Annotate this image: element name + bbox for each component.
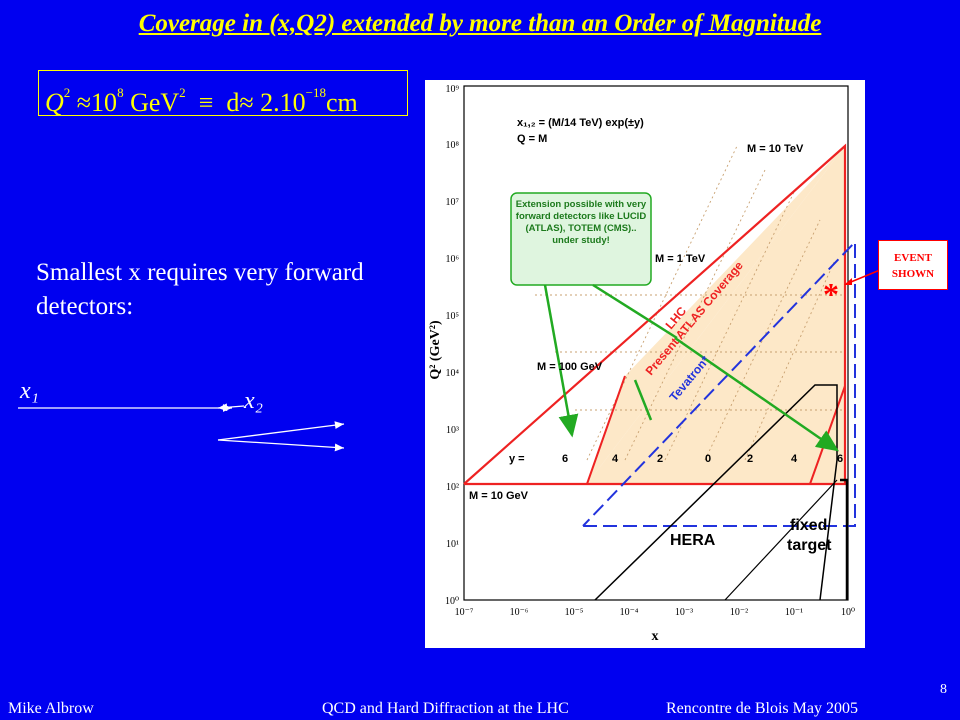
x-tick-5: 10⁻² <box>730 607 748 618</box>
rapidity-label-4b: 4 <box>791 453 798 465</box>
rapidity-label-2b: 2 <box>747 453 753 465</box>
lhc-lowx-edge <box>586 375 626 485</box>
event-star-marker: * <box>823 276 839 312</box>
mass-label-10gev: M = 10 GeV <box>469 490 529 502</box>
rapidity-label-4a: 4 <box>612 453 619 465</box>
x-ticks: 10⁻⁷ 10⁻⁶ 10⁻⁵ 10⁻⁴ 10⁻³ 10⁻² 10⁻¹ 10⁰ <box>455 607 855 618</box>
resolution-formula: Q2 ≈108 GeV2 ≡ d≈ 2.10−18cm <box>38 70 408 117</box>
legend-line-1: x₁,₂ = (M/14 TeV) exp(±y) <box>517 117 644 129</box>
rapidity-labels: y = 6 4 2 0 2 4 6 <box>509 453 843 465</box>
hera-inner-line <box>724 479 838 601</box>
formula-exponent-minus-18: −18 <box>305 85 326 100</box>
rapidity-lines <box>535 145 845 461</box>
y-ticks: 10⁰ 10¹ 10² 10³ 10⁴ 10⁵ 10⁶ 10⁷ 10⁸ 10⁹ <box>445 84 460 607</box>
footer-talk-title: QCD and Hard Diffraction at the LHC <box>322 700 569 717</box>
y-tick-9: 10⁹ <box>446 84 460 95</box>
x-tick-7: 10⁰ <box>841 607 855 618</box>
y-tick-4: 10⁴ <box>446 368 460 379</box>
formula-gev-exponent: 2 <box>179 85 186 100</box>
callout-line-1: EVENT <box>894 252 932 264</box>
rapidity-label-0: 0 <box>705 453 711 465</box>
lhc-boundary <box>463 143 847 486</box>
y-tick-8: 10⁸ <box>446 140 460 151</box>
formula-q-exponent: 2 <box>63 85 71 100</box>
x-axis-label: x <box>652 629 659 644</box>
page-number: 8 <box>940 682 947 697</box>
hera-boundary <box>594 384 838 601</box>
y-tick-1: 10¹ <box>446 539 459 550</box>
formula-exponent-8: 8 <box>117 85 124 100</box>
kinematics-sketch: x₁ x₂ <box>18 378 345 452</box>
x2-label: x₂ <box>243 388 263 414</box>
region-label-fixed: fixed <box>790 517 827 534</box>
coverage-plot: 10⁰ 10¹ 10² 10³ 10⁴ 10⁵ 10⁶ 10⁷ 10⁸ 10⁹ … <box>425 80 865 648</box>
region-label-target: target <box>787 537 832 554</box>
formula-cm: cm <box>325 88 358 117</box>
rapidity-label-6b: 6 <box>837 453 843 465</box>
fixed-target-boundary <box>840 478 849 600</box>
formula-d: d <box>226 88 240 117</box>
legend-line-2: Q = M <box>517 133 547 145</box>
region-label-hera: HERA <box>670 532 716 549</box>
y-axis-label: Q² (GeV²) <box>428 320 443 380</box>
tevatron-boundary <box>582 239 856 527</box>
formula-gev: GeV <box>123 88 180 117</box>
slide-title: Coverage in (x,Q2) extended by more than… <box>138 10 822 37</box>
beam-2-arrow <box>217 403 245 412</box>
x1-label: x₁ <box>19 378 39 404</box>
x-tick-4: 10⁻³ <box>675 607 693 618</box>
event-shown-callout: EVENT SHOWN <box>878 240 948 290</box>
x-tick-2: 10⁻⁵ <box>565 607 584 618</box>
annotation-box <box>510 192 652 286</box>
x-tick-0: 10⁻⁷ <box>455 607 474 618</box>
footer-venue: Rencontre de Blois May 2005 <box>666 700 858 717</box>
rapidity-label-2a: 2 <box>657 453 663 465</box>
coverage-plot-svg: 10⁰ 10¹ 10² 10³ 10⁴ 10⁵ 10⁶ 10⁷ 10⁸ 10⁹ … <box>428 84 856 644</box>
mass-label-100gev: M = 100 GeV <box>537 361 603 373</box>
y-tick-0: 10⁰ <box>445 596 459 607</box>
annotation-arrows <box>543 283 840 452</box>
y-tick-3: 10³ <box>446 425 459 436</box>
formula-q: Q <box>45 88 64 117</box>
plot-frame <box>463 85 849 601</box>
x-tick-6: 10⁻¹ <box>785 607 803 618</box>
atlas-coverage-fill-2 <box>587 146 845 484</box>
y-tick-2: 10² <box>446 482 459 493</box>
formula-equiv: ≡ <box>185 88 227 117</box>
mass-label-1tev: M = 1 TeV <box>655 253 706 265</box>
rapidity-label-y: y = <box>509 453 525 465</box>
callout-line-2: SHOWN <box>891 268 935 280</box>
x-tick-3: 10⁻⁴ <box>620 607 639 618</box>
y-tick-7: 10⁷ <box>446 197 460 208</box>
jet-2-arrow <box>217 439 345 452</box>
y-tick-6: 10⁶ <box>446 254 460 265</box>
annotation-text-wrapper: Extension possible with very forward det… <box>515 199 647 246</box>
mass-label-10tev: M = 10 TeV <box>747 143 804 155</box>
footer-author: Mike Albrow <box>8 700 94 717</box>
annotation-text: Extension possible with very forward det… <box>515 199 647 246</box>
rapidity-label-6a: 6 <box>562 453 568 465</box>
callout-arrow <box>844 269 881 285</box>
statement-text: Smallest x requires very forward detecto… <box>36 259 364 320</box>
jet-1-arrow <box>217 421 345 441</box>
y-tick-5: 10⁵ <box>446 311 460 322</box>
formula-approx-value: ≈ 2.10 <box>239 88 306 117</box>
formula-approx-ten: ≈10 <box>70 88 118 117</box>
x-tick-1: 10⁻⁶ <box>510 607 529 618</box>
